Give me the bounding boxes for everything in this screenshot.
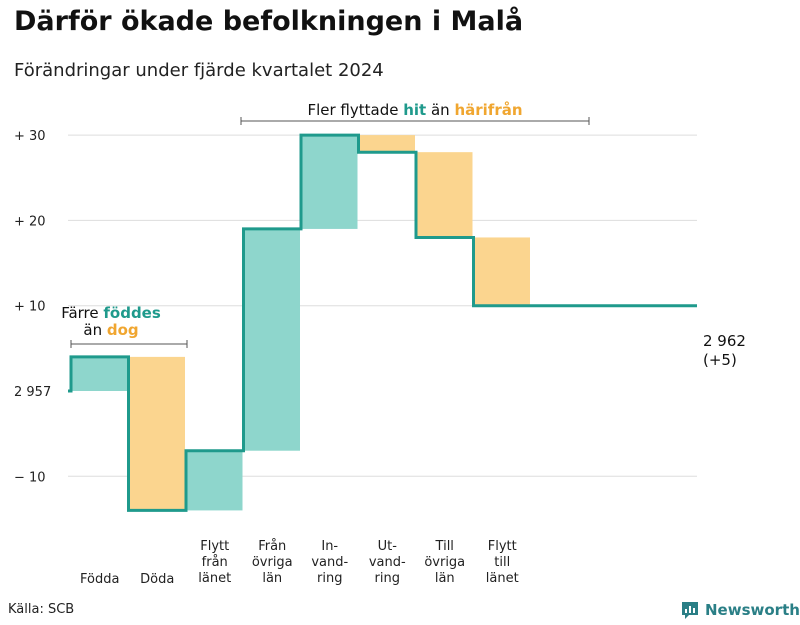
- annotation-top-hit: hit: [403, 101, 426, 119]
- y-axis-ticks: + 30 + 20 + 10 2 957 − 10: [14, 129, 51, 485]
- annotation-left-dog: dog: [107, 321, 139, 339]
- y-tick-label: + 10: [14, 300, 46, 315]
- category-label: Till: [435, 539, 454, 554]
- category-label: län: [435, 571, 455, 586]
- annotation-left-line2: än dog: [83, 321, 138, 339]
- category-label: övriga: [252, 555, 293, 570]
- waterfall-bar: [187, 450, 243, 511]
- annotation-left-pre1: Färre: [61, 304, 103, 322]
- category-labels: Födda DödaFlyttfrånlänetFrånövrigalänIn-v…: [80, 539, 519, 587]
- annotation-top: Fler flyttade hit än härifrån: [307, 101, 522, 119]
- brand-name: Newsworthy: [705, 601, 800, 619]
- waterfall-bar: [244, 228, 300, 451]
- chart-subtitle: Förändringar under fjärde kvartalet 2024: [14, 60, 384, 81]
- waterfall-bar: [302, 135, 358, 229]
- category-label: vand-: [311, 555, 348, 570]
- y-tick-label: + 20: [14, 214, 46, 229]
- category-label: Flytt: [488, 539, 517, 554]
- annotation-left-line1: Färre föddes: [61, 304, 161, 322]
- cumulative-step-line: [68, 133, 697, 512]
- category-label: Döda: [140, 572, 174, 587]
- y-tick-label: − 10: [14, 470, 46, 485]
- chart-title: Därför ökade befolkningen i Malå: [14, 6, 524, 37]
- category-label: vand-: [369, 555, 406, 570]
- bars: [72, 135, 530, 511]
- annotation-top-pre: Fler flyttade: [307, 101, 403, 119]
- y-tick-label: + 30: [14, 129, 46, 144]
- waterfall-bar: [359, 135, 415, 153]
- category-label: länet: [198, 571, 231, 586]
- newsworthy-logo: Newsworthy: [680, 600, 800, 620]
- category-label: Födda: [80, 572, 119, 587]
- category-label: från: [202, 555, 228, 570]
- category-label: övriga: [424, 555, 465, 570]
- annotation-top-mid: än: [426, 101, 454, 119]
- end-change-label: (+5): [703, 351, 737, 369]
- annotation-left-pre2: än: [83, 321, 106, 339]
- waterfall-bar: [72, 356, 128, 391]
- category-label: ring: [317, 571, 342, 586]
- source-note: Källa: SCB: [8, 602, 75, 617]
- category-label: Ut-: [378, 539, 398, 554]
- category-label: Från: [258, 539, 286, 554]
- category-label: till: [494, 555, 510, 570]
- category-label: länet: [486, 571, 519, 586]
- category-label: In-: [321, 539, 338, 554]
- waterfall-bar: [129, 356, 185, 511]
- annotation-left-foddes: föddes: [103, 304, 160, 322]
- category-label: Flytt: [200, 539, 229, 554]
- y-tick-label: 2 957: [14, 385, 51, 400]
- category-label: län: [262, 571, 282, 586]
- waterfall-bar: [417, 152, 473, 238]
- waterfall-bar: [474, 237, 530, 306]
- newsworthy-logo-icon: [682, 602, 698, 619]
- end-value-label: 2 962: [703, 332, 746, 350]
- category-label: ring: [375, 571, 400, 586]
- annotation-top-harifran: härifrån: [454, 101, 522, 119]
